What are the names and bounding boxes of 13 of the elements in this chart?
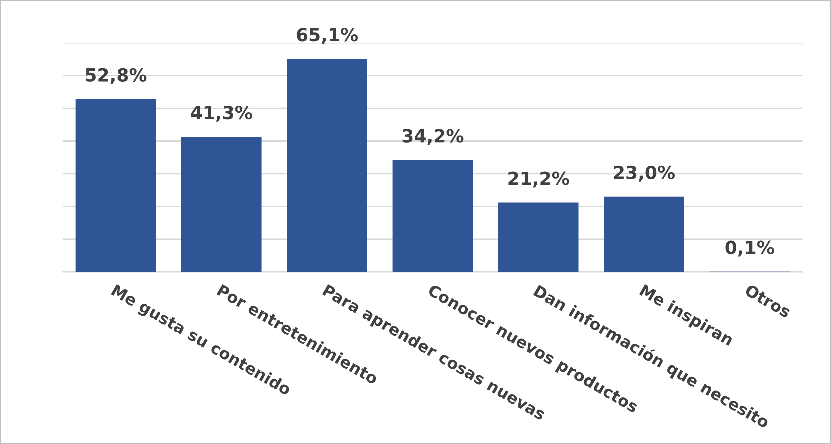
bar	[604, 196, 684, 272]
data-label: 52,8%	[86, 68, 147, 84]
data-label: 34,2%	[402, 129, 464, 146]
data-label: 23,0%	[614, 166, 676, 182]
data-label: 41,3%	[191, 106, 252, 122]
bar	[392, 160, 474, 272]
bar	[287, 59, 368, 272]
data-label: 21,2%	[508, 172, 570, 188]
bar	[76, 99, 156, 272]
data-label: 65,1%	[297, 28, 358, 44]
data-label: 0,1%	[726, 240, 774, 257]
bar	[498, 202, 579, 272]
bar	[181, 137, 262, 272]
